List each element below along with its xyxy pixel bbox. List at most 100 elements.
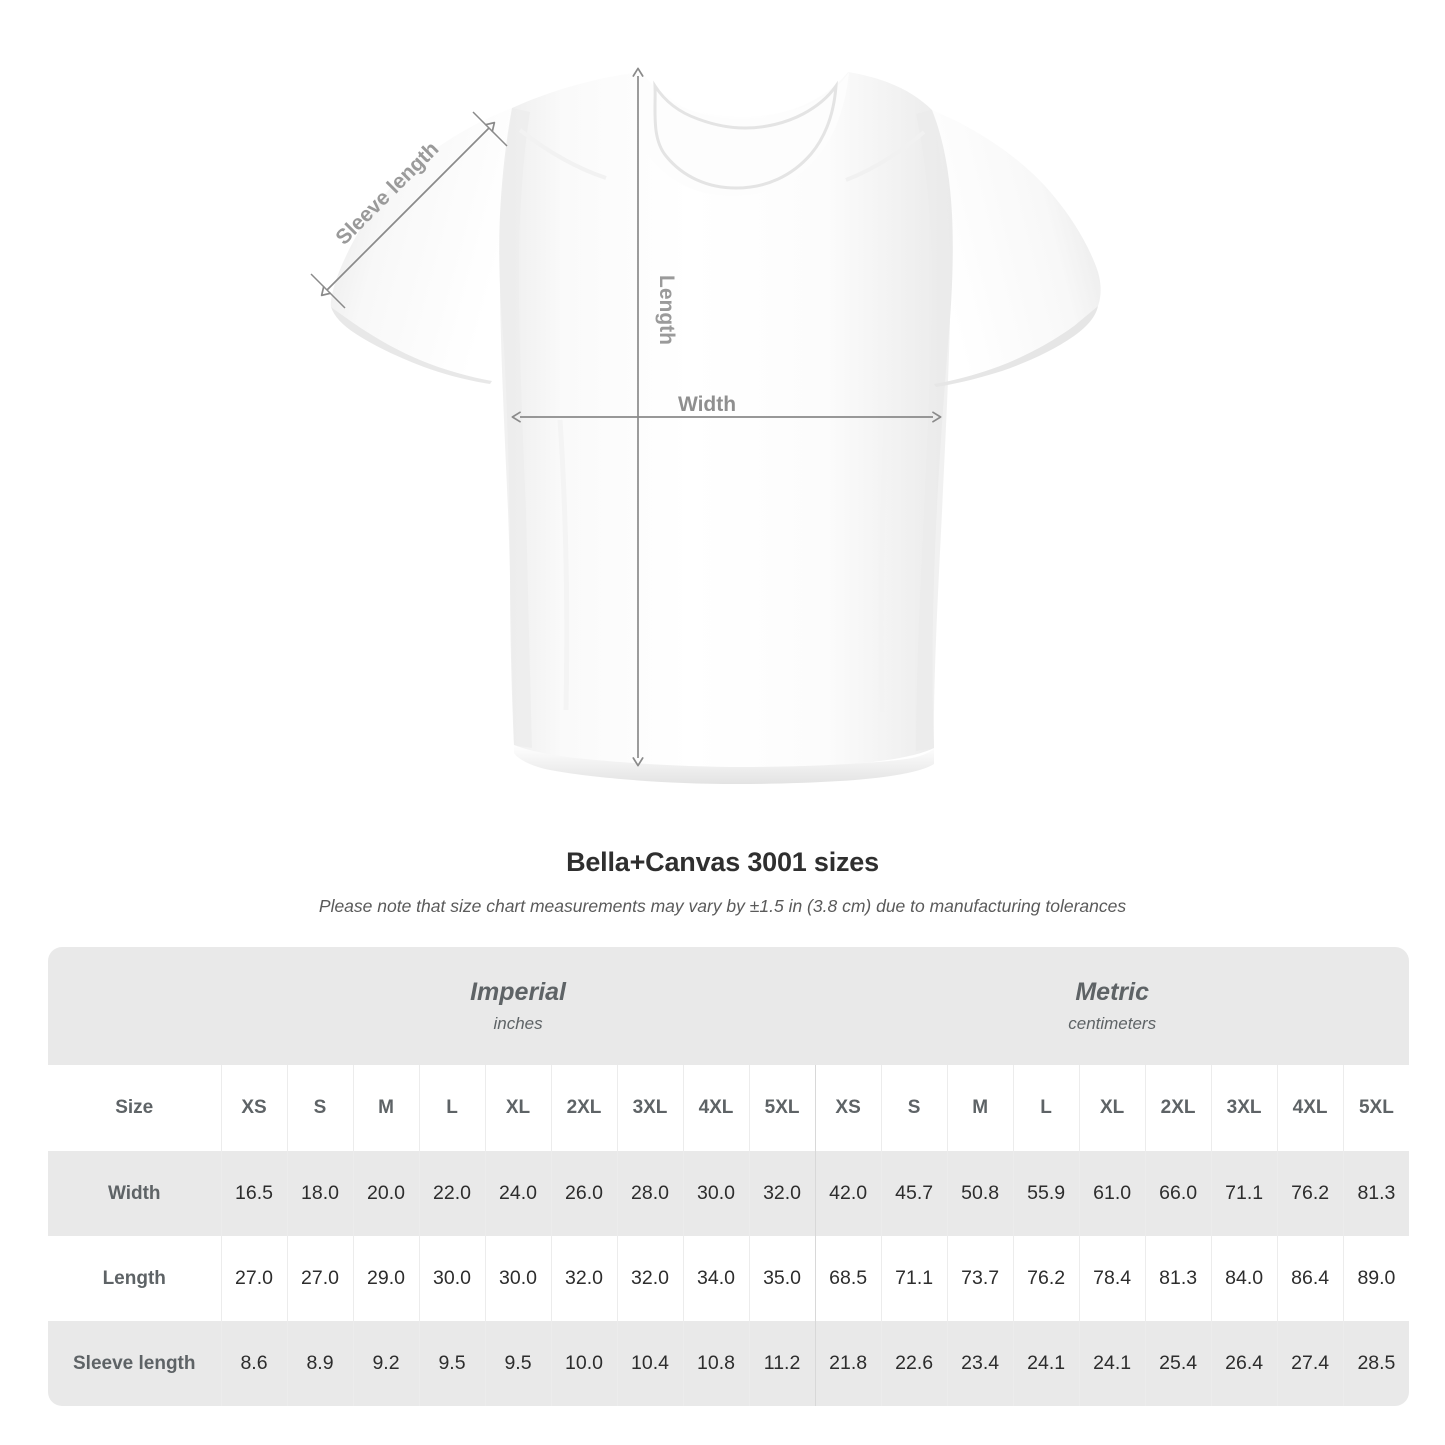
table-row: Width 16.5 18.0 20.0 22.0 24.0 26.0 28.0… <box>48 1151 1410 1236</box>
cell-width-metric-l: 55.9 <box>1012 1151 1080 1236</box>
cell-sleeve-metric-4xl: 27.4 <box>1276 1321 1344 1406</box>
cell-width-imperial-4xl: 30.0 <box>682 1151 749 1236</box>
page-title: Bella+Canvas 3001 sizes <box>566 847 879 877</box>
cell-sleeve-imperial-l: 9.5 <box>418 1321 485 1406</box>
header-cell-imperial-m: M <box>352 1065 419 1151</box>
cell-length-imperial-xs: 27.0 <box>220 1236 287 1321</box>
tshirt-illustration <box>330 72 1101 785</box>
sleeve-tick-lower <box>310 273 346 309</box>
cell-sleeve-imperial-xl: 9.5 <box>484 1321 551 1406</box>
header-cell-metric-xl: XL <box>1078 1065 1146 1151</box>
unit-metric-sub: centimeters <box>1068 1014 1157 1033</box>
header-cell-imperial-3xl: 3XL <box>616 1065 683 1151</box>
cell-width-imperial-s: 18.0 <box>286 1151 353 1236</box>
cell-width-imperial-5xl: 32.0 <box>748 1151 816 1236</box>
tshirt-hem <box>514 745 934 785</box>
header-cell-metric-m: M <box>946 1065 1014 1151</box>
row-label-width: Width <box>48 1151 221 1236</box>
dimension-lines <box>310 76 933 758</box>
tshirt-shoulder-crease-right <box>845 130 926 182</box>
header-cell-imperial-xs: XS <box>220 1065 287 1151</box>
unit-imperial-cell: Imperial inches <box>221 947 816 1065</box>
row-label-sleeve-length: Sleeve length <box>48 1321 221 1406</box>
cell-length-metric-s: 71.1 <box>880 1236 948 1321</box>
unit-banner-spacer <box>48 947 221 1065</box>
cell-width-metric-s: 45.7 <box>880 1151 948 1236</box>
cell-sleeve-imperial-4xl: 10.8 <box>682 1321 749 1406</box>
cell-width-metric-m: 50.8 <box>946 1151 1014 1236</box>
cell-length-metric-xl: 78.4 <box>1078 1236 1146 1321</box>
cell-width-metric-3xl: 71.1 <box>1210 1151 1278 1236</box>
cell-width-imperial-m: 20.0 <box>352 1151 419 1236</box>
cell-length-metric-m: 73.7 <box>946 1236 1014 1321</box>
cell-length-imperial-3xl: 32.0 <box>616 1236 683 1321</box>
cell-length-imperial-m: 29.0 <box>352 1236 419 1321</box>
header-cell-imperial-xl: XL <box>484 1065 551 1151</box>
cell-length-imperial-5xl: 35.0 <box>748 1236 816 1321</box>
cell-length-metric-4xl: 86.4 <box>1276 1236 1344 1321</box>
cell-sleeve-imperial-xs: 8.6 <box>220 1321 287 1406</box>
cell-sleeve-metric-5xl: 28.5 <box>1342 1321 1410 1406</box>
cell-width-metric-4xl: 76.2 <box>1276 1151 1344 1236</box>
tshirt-fold-left <box>557 419 570 711</box>
unit-imperial-name: Imperial <box>470 978 566 1006</box>
cell-width-metric-xs: 42.0 <box>814 1151 882 1236</box>
row-label-length: Length <box>48 1236 221 1321</box>
cell-width-metric-2xl: 66.0 <box>1144 1151 1212 1236</box>
table-row: Length 27.0 27.0 29.0 30.0 30.0 32.0 32.… <box>48 1236 1410 1321</box>
tshirt-measurement-diagram: Sleeve length Length Width <box>310 0 1101 785</box>
tshirt-right-seam-shade <box>916 110 951 751</box>
tshirt-shoulder-crease-left <box>518 128 607 180</box>
cell-sleeve-metric-2xl: 25.4 <box>1144 1321 1212 1406</box>
unit-metric-name: Metric <box>1075 978 1149 1006</box>
cell-width-imperial-l: 22.0 <box>418 1151 485 1236</box>
cell-length-metric-xs: 68.5 <box>814 1236 882 1321</box>
cell-length-imperial-2xl: 32.0 <box>550 1236 617 1321</box>
cell-width-imperial-3xl: 28.0 <box>616 1151 683 1236</box>
cell-sleeve-metric-s: 22.6 <box>880 1321 948 1406</box>
length-label: Length <box>655 275 678 345</box>
cell-width-metric-5xl: 81.3 <box>1342 1151 1410 1236</box>
unit-metric-cell: Metric centimeters <box>815 947 1410 1065</box>
cell-sleeve-metric-xl: 24.1 <box>1078 1321 1146 1406</box>
tolerance-note: Please note that size chart measurements… <box>318 896 1127 916</box>
sleeve-tick-upper <box>472 111 508 147</box>
header-cell-metric-l: L <box>1012 1065 1080 1151</box>
cell-sleeve-imperial-s: 8.9 <box>286 1321 353 1406</box>
header-cell-metric-3xl: 3XL <box>1210 1065 1278 1151</box>
table-header-row: Size XS S M L XL 2XL 3XL 4XL 5XL XS S M … <box>48 1065 1410 1151</box>
header-cell-metric-5xl: 5XL <box>1342 1065 1410 1151</box>
header-cell-metric-s: S <box>880 1065 948 1151</box>
unit-banner-row: Imperial inches Metric centimeters <box>48 947 1410 1065</box>
header-cell-metric-xs: XS <box>814 1065 882 1151</box>
tshirt-collar-inner <box>653 80 838 190</box>
cell-length-metric-5xl: 89.0 <box>1342 1236 1410 1321</box>
tshirt-left-seam-shade <box>499 108 532 748</box>
header-cell-imperial-s: S <box>286 1065 353 1151</box>
cell-sleeve-metric-xs: 21.8 <box>814 1321 882 1406</box>
header-cell-imperial-4xl: 4XL <box>682 1065 749 1151</box>
unit-imperial-sub: inches <box>493 1014 543 1033</box>
cell-sleeve-metric-3xl: 26.4 <box>1210 1321 1278 1406</box>
cell-sleeve-imperial-3xl: 10.4 <box>616 1321 683 1406</box>
header-cell-metric-2xl: 2XL <box>1144 1065 1212 1151</box>
width-label: Width <box>678 393 736 416</box>
cell-sleeve-metric-m: 23.4 <box>946 1321 1014 1406</box>
tshirt-fold-right <box>878 419 889 713</box>
tshirt-right-sleeve <box>926 110 1101 384</box>
header-size-label: Size <box>48 1065 221 1151</box>
cell-width-imperial-xl: 24.0 <box>484 1151 551 1236</box>
cell-sleeve-imperial-5xl: 11.2 <box>748 1321 816 1406</box>
cell-length-imperial-4xl: 34.0 <box>682 1236 749 1321</box>
header-cell-imperial-5xl: 5XL <box>748 1065 816 1151</box>
cell-length-imperial-s: 27.0 <box>286 1236 353 1321</box>
cell-length-metric-3xl: 84.0 <box>1210 1236 1278 1321</box>
cell-sleeve-imperial-m: 9.2 <box>352 1321 419 1406</box>
cell-width-imperial-xs: 16.5 <box>220 1151 287 1236</box>
cell-length-imperial-xl: 30.0 <box>484 1236 551 1321</box>
table-row: Sleeve length 8.6 8.9 9.2 9.5 9.5 10.0 1… <box>48 1321 1410 1406</box>
chart-heading-block: Bella+Canvas 3001 sizes Please note that… <box>0 845 1445 917</box>
header-cell-imperial-l: L <box>418 1065 485 1151</box>
cell-length-metric-l: 76.2 <box>1012 1236 1080 1321</box>
size-chart-table: Imperial inches Metric centimeters Size … <box>48 947 1410 1406</box>
